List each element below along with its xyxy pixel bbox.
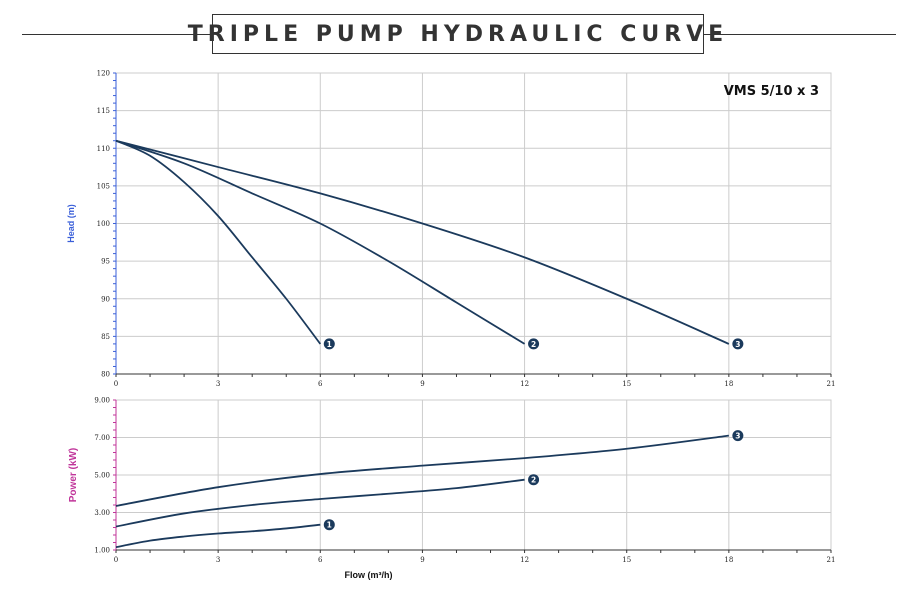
x-tick-label: 9 xyxy=(420,556,424,564)
series-line-2 xyxy=(115,139,526,345)
x-tick-label: 21 xyxy=(827,380,836,388)
y-tick-label: 9.00 xyxy=(94,397,110,405)
series-marker-label-3: 3 xyxy=(735,340,740,349)
title-rule-left xyxy=(22,34,212,35)
x-tick-label: 0 xyxy=(114,556,118,564)
series-marker-label-3: 3 xyxy=(735,432,740,441)
title-rule-right xyxy=(704,34,896,35)
y-tick-label: 110 xyxy=(97,145,110,153)
series-marker-label-1: 1 xyxy=(327,340,332,349)
y-tick-label: 85 xyxy=(101,333,110,341)
x-tick-label: 21 xyxy=(827,556,836,564)
y-tick-label: 120 xyxy=(97,70,110,78)
x-tick-label: 3 xyxy=(216,380,220,388)
series-marker-2 xyxy=(528,338,540,350)
series-line-3 xyxy=(115,139,730,345)
y-tick-label: 5.00 xyxy=(94,472,110,480)
x-tick-label: 18 xyxy=(724,380,733,388)
x-tick-label: 6 xyxy=(318,556,323,564)
title-box: TRIPLE PUMP HYDRAULIC CURVE xyxy=(188,14,723,54)
series-marker-3 xyxy=(732,430,744,442)
series-line-3 xyxy=(115,434,729,507)
series-marker-2 xyxy=(528,474,540,486)
series-marker-1 xyxy=(323,338,335,350)
y-axis-label: Power (kW) xyxy=(68,448,79,502)
model-label: VMS 5/10 x 3 xyxy=(724,84,819,99)
series-marker-1 xyxy=(323,519,335,531)
x-tick-label: 15 xyxy=(622,380,631,388)
y-tick-label: 3.00 xyxy=(94,509,110,517)
x-tick-label: 12 xyxy=(520,556,529,564)
y-tick-label: 115 xyxy=(97,107,110,115)
x-tick-label: 15 xyxy=(622,556,631,564)
y-tick-label: 7.00 xyxy=(94,434,110,442)
y-tick-label: 105 xyxy=(97,182,110,190)
y-tick-label: 90 xyxy=(101,295,110,303)
y-axis-label: Head (m) xyxy=(66,204,76,243)
page-title: TRIPLE PUMP HYDRAULIC CURVE xyxy=(187,21,729,47)
x-tick-label: 18 xyxy=(724,556,733,564)
x-tick-label: 6 xyxy=(318,380,323,388)
x-tick-label: 0 xyxy=(114,380,118,388)
series-line-1 xyxy=(115,523,321,549)
series-marker-label-1: 1 xyxy=(327,521,332,530)
x-tick-label: 3 xyxy=(216,556,220,564)
head-chart: 0 3 6 9 12 15 18 2180859095100105110115120Head … xyxy=(66,70,835,389)
x-tick-label: 9 xyxy=(420,380,424,388)
y-tick-label: 100 xyxy=(97,220,110,228)
series-marker-label-2: 2 xyxy=(531,340,536,349)
y-tick-label: 80 xyxy=(101,371,110,379)
series-line-2 xyxy=(115,478,525,528)
y-tick-label: 95 xyxy=(101,258,110,266)
series-marker-label-2: 2 xyxy=(531,476,536,485)
x-tick-label: 12 xyxy=(520,380,529,388)
series-marker-3 xyxy=(732,338,744,350)
series-line-1 xyxy=(115,139,322,345)
x-axis-label: Flow (m³/h) xyxy=(345,570,393,580)
y-tick-label: 1.00 xyxy=(94,547,110,555)
